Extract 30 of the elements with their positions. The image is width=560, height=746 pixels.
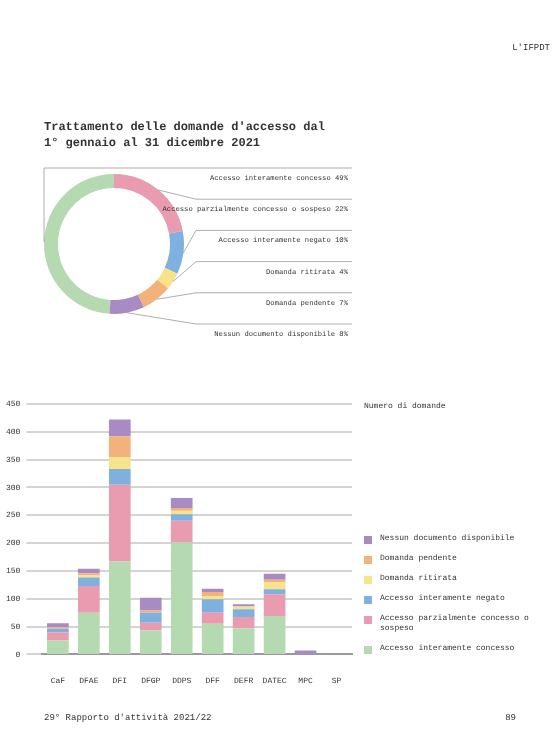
bar <box>78 585 100 613</box>
bar <box>263 594 286 617</box>
bar <box>108 457 131 470</box>
bar <box>139 622 162 631</box>
bar <box>139 630 162 654</box>
bar <box>108 561 131 654</box>
bar <box>47 640 69 654</box>
bar <box>263 616 286 654</box>
bar <box>232 628 255 654</box>
bar <box>170 520 193 543</box>
bar <box>170 498 193 509</box>
bar <box>263 573 286 580</box>
bar <box>232 617 255 629</box>
bar <box>108 484 131 562</box>
bar <box>170 514 193 521</box>
bar <box>170 542 193 654</box>
bar <box>201 612 224 624</box>
bar <box>201 599 224 613</box>
bar <box>78 612 100 654</box>
bar <box>139 612 162 623</box>
bar <box>78 568 100 574</box>
bar <box>108 469 131 485</box>
bar <box>201 623 224 654</box>
bar <box>108 436 131 458</box>
bar <box>47 632 69 641</box>
bar <box>78 577 100 586</box>
bar <box>139 597 162 611</box>
bar <box>108 419 131 437</box>
bar <box>232 609 255 618</box>
bar <box>263 589 286 595</box>
